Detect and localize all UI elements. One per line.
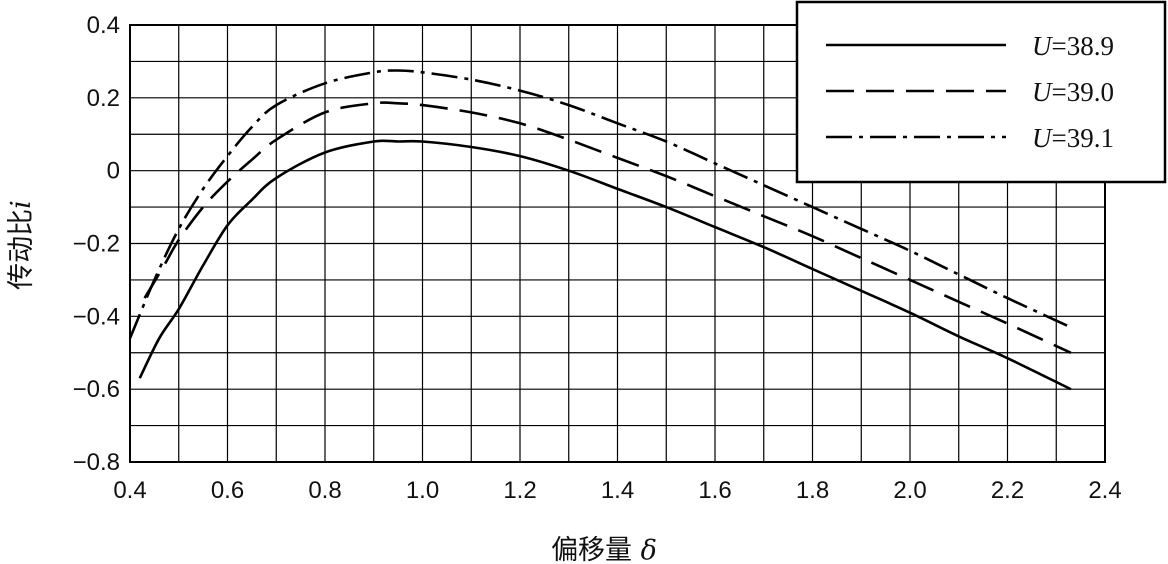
x-tick-label: 2.0 — [893, 477, 926, 504]
x-tick-label: 1.6 — [698, 477, 731, 504]
x-tick-label: 1.4 — [601, 477, 634, 504]
x-tick-label: 0.8 — [308, 477, 341, 504]
legend-label-1: U=38.9 — [1032, 31, 1114, 61]
x-axis-ticks: 0.4 0.6 0.8 1.0 1.2 1.4 1.6 1.8 2.0 2.2 2.4 — [113, 477, 1121, 504]
y-tick-label: −0.4 — [73, 303, 120, 330]
series-line-2 — [143, 101, 1072, 354]
x-tick-label: 1.0 — [406, 477, 439, 504]
plot-frame — [129, 24, 1106, 463]
x-tick-label: 2.4 — [1088, 477, 1121, 504]
x-tick-label: 1.2 — [503, 477, 536, 504]
series-curves — [128, 69, 1072, 391]
x-tick-label: 0.4 — [113, 477, 146, 504]
legend-box — [795, 0, 1167, 184]
y-tick-label: 0.2 — [87, 85, 120, 112]
legend-label-2: U=39.0 — [1032, 77, 1114, 107]
y-tick-label: −0.2 — [73, 231, 120, 258]
y-tick-label: −0.6 — [73, 376, 120, 403]
legend-label-3: U=39.1 — [1032, 123, 1114, 153]
x-tick-label: 1.8 — [796, 477, 829, 504]
y-tick-label: −0.8 — [73, 449, 120, 476]
legend: U=38.9 U=39.0 U=39.1 — [795, 0, 1167, 184]
series-line-3 — [128, 69, 1072, 339]
x-tick-label: 2.2 — [991, 477, 1024, 504]
y-tick-label: 0.4 — [87, 12, 120, 39]
x-tick-label: 0.6 — [211, 477, 244, 504]
series-line-1 — [138, 139, 1072, 391]
y-axis-label: 传动比i — [6, 200, 37, 290]
x-axis-label: 偏移量 δ — [551, 535, 657, 564]
y-tick-label: 0 — [107, 158, 120, 185]
y-axis-ticks: 0.4 0.2 0 −0.2 −0.4 −0.6 −0.8 — [73, 12, 120, 476]
